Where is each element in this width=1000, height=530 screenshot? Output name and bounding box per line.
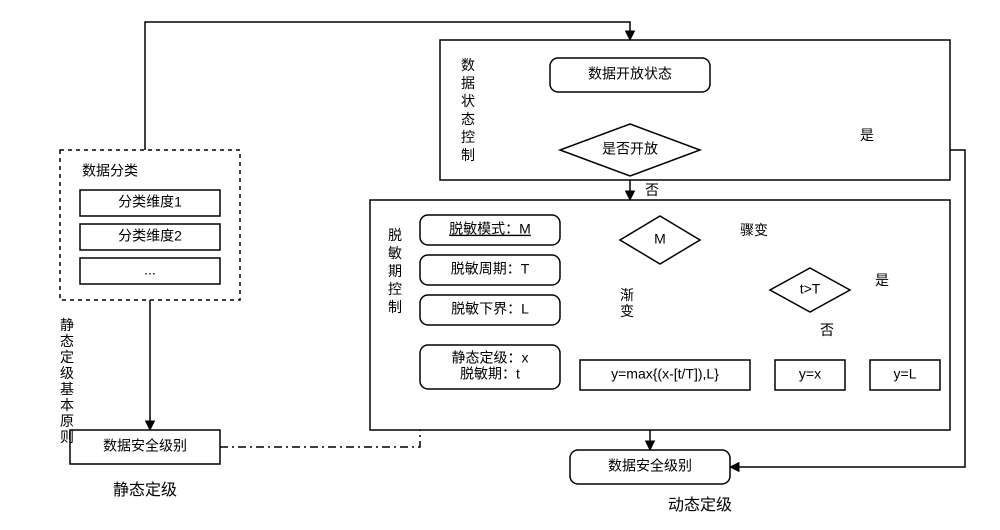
state_title: 态 xyxy=(461,111,475,127)
edge-label-sudden: 骤变 xyxy=(740,222,768,238)
desens_title: 期 xyxy=(388,263,402,279)
text-label: y=max{(x-[t/T]),L} xyxy=(611,366,719,382)
nodes-layer: 数据分类分类维度1分类维度2...数据安全级别静态定级数据状态控制数据开放状态是… xyxy=(60,40,950,514)
text-label: t>T xyxy=(800,281,821,297)
text-label: 脱敏期：t xyxy=(460,366,520,382)
text-label: y=L xyxy=(894,366,917,382)
text-label: 静态定级 xyxy=(113,481,177,499)
text-label: 静态定级：x xyxy=(452,350,529,366)
text-label: M xyxy=(654,231,666,247)
text-label: ... xyxy=(144,262,156,278)
text-label: 数据开放状态 xyxy=(588,66,672,82)
edge-label-no2: 否 xyxy=(820,322,834,338)
text-label: 动态定级 xyxy=(668,496,732,514)
state_title: 数 xyxy=(461,57,475,73)
edge-label-principle: 定 xyxy=(60,349,74,365)
edge-label-gradual: 变 xyxy=(620,303,634,319)
text-label: 脱敏周期：T xyxy=(451,261,530,277)
state_title: 据 xyxy=(461,75,475,91)
state_title: 状 xyxy=(461,93,475,109)
text-label: 脱敏下界：L xyxy=(451,301,529,317)
desens_title: 制 xyxy=(388,299,402,315)
edge-label-no1: 否 xyxy=(645,182,659,198)
desens_title: 脱 xyxy=(388,227,402,243)
text-label: 分类维度1 xyxy=(118,194,182,210)
edge-label-principle: 则 xyxy=(60,429,74,445)
edge-label-principle: 级 xyxy=(60,365,74,381)
text-label: 脱敏模式：M xyxy=(449,221,531,237)
flowchart-canvas: 数据分类分类维度1分类维度2...数据安全级别静态定级数据状态控制数据开放状态是… xyxy=(0,0,1000,530)
edge-label-principle: 原 xyxy=(60,413,74,429)
edge-label-gradual: 渐 xyxy=(620,287,634,303)
text-label: 数据安全级别 xyxy=(608,458,692,474)
state_title: 制 xyxy=(461,147,475,163)
text-label: 数据安全级别 xyxy=(103,438,187,454)
edge-label-yes1: 是 xyxy=(860,127,874,143)
edge-label-principle: 基 xyxy=(60,381,74,397)
desens_title: 控 xyxy=(388,281,402,297)
edge-label-principle: 本 xyxy=(60,397,74,413)
state_title: 控 xyxy=(461,129,475,145)
text-label: 是否开放 xyxy=(602,141,658,157)
text-label: 数据分类 xyxy=(82,163,138,179)
text-label: y=x xyxy=(799,366,821,382)
text-label: 分类维度2 xyxy=(118,228,182,244)
desens_title: 敏 xyxy=(388,245,402,261)
edge-label-principle: 静 xyxy=(60,317,74,333)
edge-label-principle: 态 xyxy=(60,333,74,349)
edge-label-yes2: 是 xyxy=(875,272,889,288)
